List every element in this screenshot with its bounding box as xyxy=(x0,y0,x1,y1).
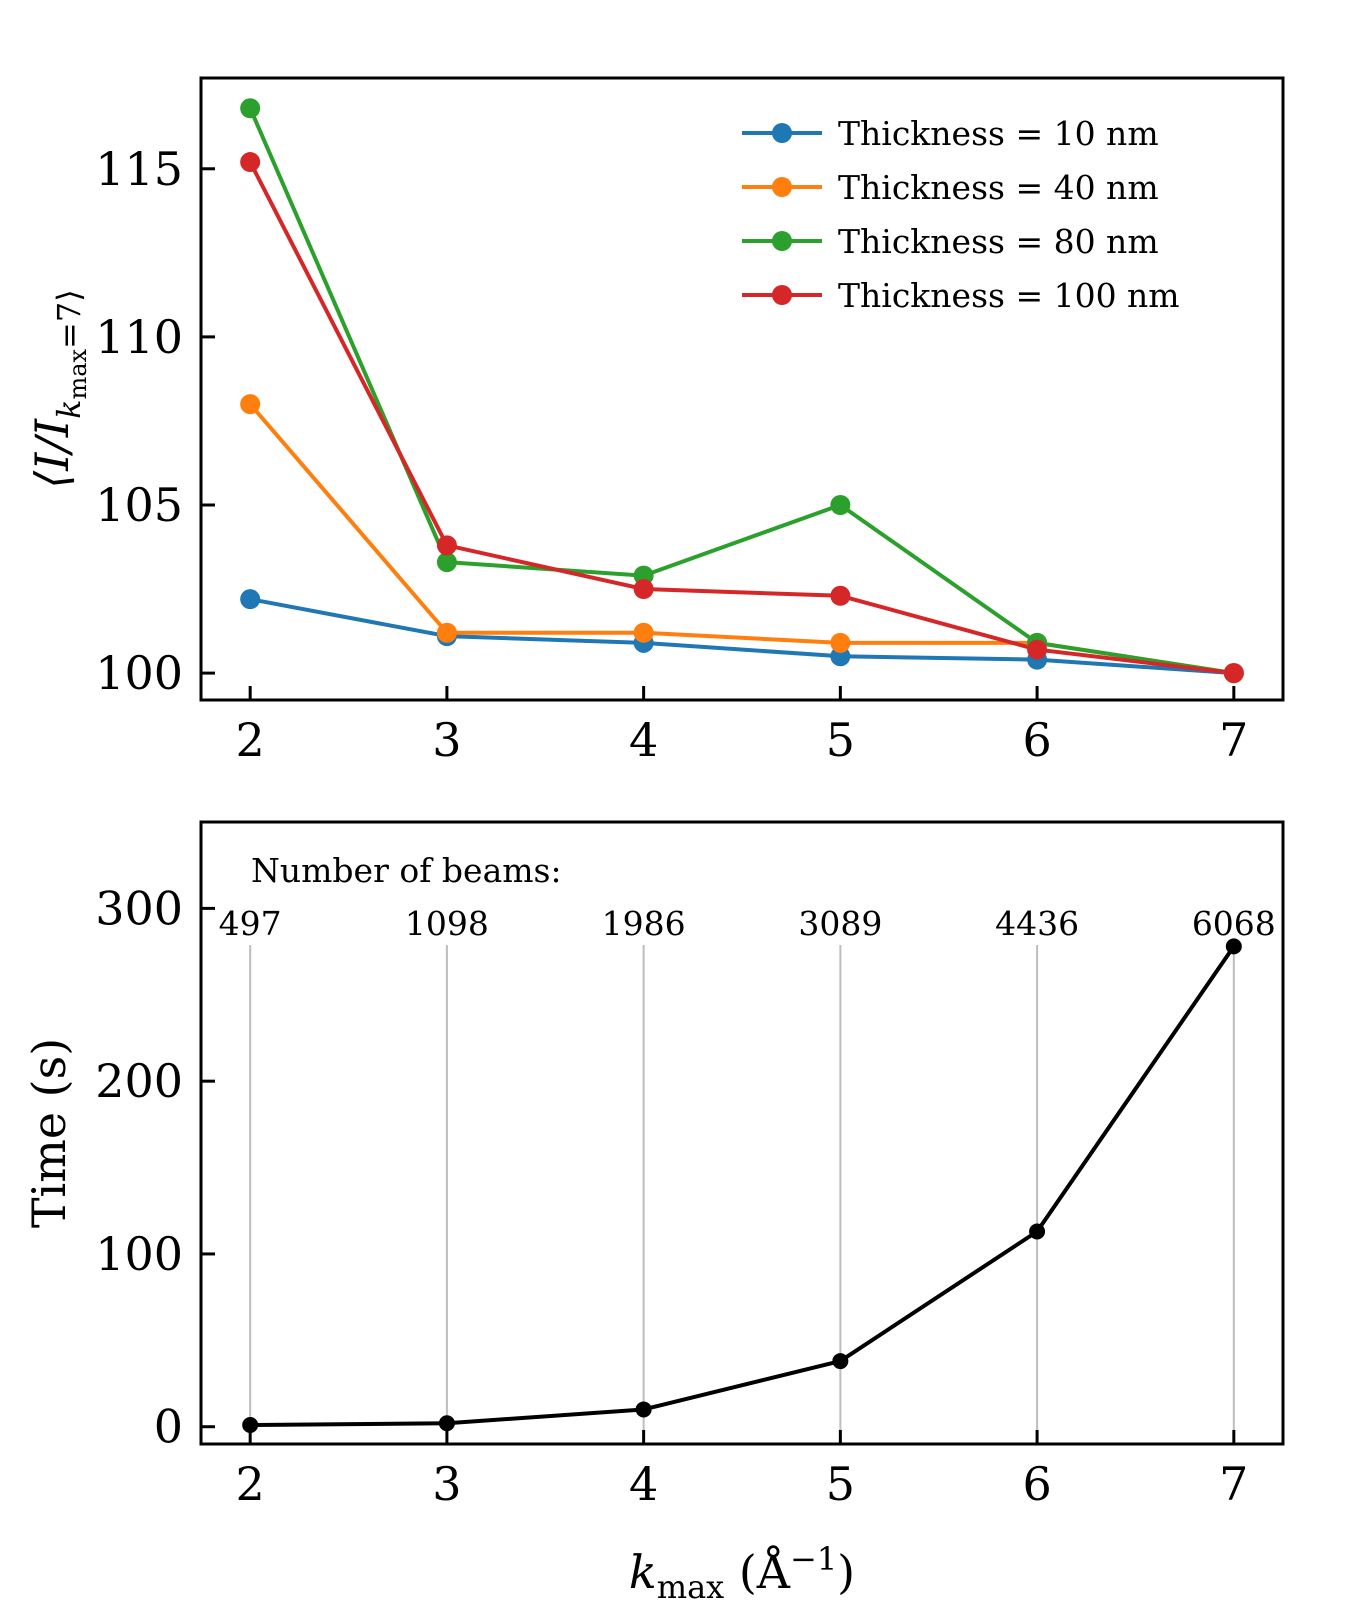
series-2-point-3 xyxy=(436,552,457,573)
beam-gridlines xyxy=(249,945,1235,1444)
x-label-unit: (Å xyxy=(724,1544,791,1599)
intensity-y-label-main: ⟨I/I xyxy=(25,418,79,489)
time-point-3 xyxy=(438,1415,455,1432)
time-x-tick-label-7: 7 xyxy=(1219,1457,1248,1511)
x-label-sup: −1 xyxy=(790,1540,837,1578)
series-0-point-2 xyxy=(240,589,261,610)
time-plot-frame xyxy=(199,820,1285,1446)
series-2-point-5 xyxy=(830,494,851,515)
series-1-point-2 xyxy=(240,394,261,415)
beam-count-label-7: 6068 xyxy=(1192,904,1276,943)
legend-label-10nm: Thickness = 10 nm xyxy=(838,114,1159,153)
intensity-y-tick-label-115: 115 xyxy=(95,142,183,196)
series-3-point-3 xyxy=(436,535,457,556)
time-point-2 xyxy=(242,1416,259,1433)
time-point-5 xyxy=(832,1353,849,1370)
x-label-close: ) xyxy=(837,1545,855,1599)
x-label-main: k xyxy=(629,1545,657,1599)
intensity-y-tick-label-100: 100 xyxy=(95,646,183,700)
time-y-tick-label-0: 0 xyxy=(154,1400,183,1454)
series-line-2 xyxy=(248,107,1235,676)
time-point-7 xyxy=(1225,938,1242,955)
legend-marker-40nm xyxy=(772,177,792,197)
series-3-point-6 xyxy=(1027,639,1048,660)
series-3-point-5 xyxy=(830,585,851,606)
series-3-point-2 xyxy=(240,152,261,173)
intensity-y-ticks: 100 105 110 115 xyxy=(95,142,215,700)
x-label-sub: max xyxy=(657,1568,724,1600)
time-line-layer xyxy=(250,945,1236,1427)
time-y-ticks: 0 100 200 300 xyxy=(95,881,215,1454)
intensity-x-ticks: 2 3 4 5 6 7 xyxy=(236,686,1248,767)
beam-count-label-5: 3089 xyxy=(798,904,882,943)
time-x-tick-label-2: 2 xyxy=(236,1457,265,1511)
series-3-point-4 xyxy=(633,579,654,600)
intensity-y-axis-label: ⟨I/Ikmax=7⟩ xyxy=(25,289,92,488)
time-x-ticks: 2 3 4 5 6 7 xyxy=(236,1430,1248,1511)
legend-entry-40nm: Thickness = 40 nm xyxy=(742,168,1159,207)
beam-count-label-4: 1986 xyxy=(602,904,686,943)
series-2-point-2 xyxy=(240,98,261,119)
intensity-x-tick-label-5: 5 xyxy=(826,713,855,767)
intensity-plot-frame xyxy=(199,76,1285,702)
time-y-tick-label-100: 100 xyxy=(95,1227,183,1281)
beam-count-label-3: 1098 xyxy=(405,904,489,943)
time-x-tick-label-3: 3 xyxy=(432,1457,461,1511)
legend-entry-10nm: Thickness = 10 nm xyxy=(742,114,1159,153)
intensity-x-tick-label-7: 7 xyxy=(1219,713,1248,767)
legend-marker-10nm xyxy=(772,123,792,143)
legend-label-40nm: Thickness = 40 nm xyxy=(838,168,1159,207)
beam-count-label-6: 4436 xyxy=(995,904,1079,943)
intensity-y-label-sub: k xyxy=(50,400,88,419)
intensity-x-tick-label-4: 4 xyxy=(629,713,658,767)
time-x-tick-label-5: 5 xyxy=(826,1457,855,1511)
intensity-x-tick-label-6: 6 xyxy=(1022,713,1051,767)
legend-marker-100nm xyxy=(772,285,792,305)
intensity-y-label-tail: =7⟩ xyxy=(50,289,88,349)
series-1-point-4 xyxy=(633,622,654,643)
legend-label-80nm: Thickness = 80 nm xyxy=(838,222,1159,261)
time-point-6 xyxy=(1029,1223,1046,1240)
legend-label-100nm: Thickness = 100 nm xyxy=(838,276,1180,315)
intensity-x-tick-label-2: 2 xyxy=(236,713,265,767)
legend: Thickness = 10 nm Thickness = 40 nm Thic… xyxy=(742,114,1180,315)
time-x-axis-label: kmax (Å−1) xyxy=(629,1540,855,1600)
series-3-point-7 xyxy=(1223,663,1244,684)
intensity-panel: 100 105 110 115 2 3 4 5 6 7 ⟨I/Ikmax=7⟩ Thicknes… xyxy=(25,76,1285,767)
time-markers-layer xyxy=(242,938,1242,1433)
legend-marker-80nm xyxy=(772,231,792,251)
series-line-3 xyxy=(248,161,1235,676)
time-x-tick-label-6: 6 xyxy=(1022,1457,1051,1511)
intensity-y-tick-label-110: 110 xyxy=(95,310,183,364)
intensity-y-label-subsub: max xyxy=(64,348,92,399)
beam-count-label-2: 497 xyxy=(219,904,282,943)
intensity-y-tick-label-105: 105 xyxy=(95,478,183,532)
beam-count-labels: 497 1098 1986 3089 4436 6068 xyxy=(219,904,1276,943)
legend-entry-80nm: Thickness = 80 nm xyxy=(742,222,1159,261)
time-x-tick-label-4: 4 xyxy=(629,1457,658,1511)
series-line-0 xyxy=(249,597,1234,676)
time-line xyxy=(250,945,1236,1427)
intensity-x-tick-label-3: 3 xyxy=(432,713,461,767)
legend-entry-100nm: Thickness = 100 nm xyxy=(742,276,1180,315)
intensity-lines-layer xyxy=(248,107,1235,676)
time-y-tick-label-300: 300 xyxy=(95,881,183,935)
time-point-4 xyxy=(635,1401,652,1418)
time-y-axis-label: Time (s) xyxy=(22,1038,76,1228)
time-y-tick-label-200: 200 xyxy=(95,1054,183,1108)
series-1-point-3 xyxy=(436,622,457,643)
intensity-markers-layer xyxy=(240,98,1244,684)
beam-count-title: Number of beams: xyxy=(251,851,562,890)
series-1-point-5 xyxy=(830,632,851,653)
time-panel: 0 100 200 300 2 3 4 5 6 7 Number of beams: 497 10… xyxy=(22,820,1285,1600)
